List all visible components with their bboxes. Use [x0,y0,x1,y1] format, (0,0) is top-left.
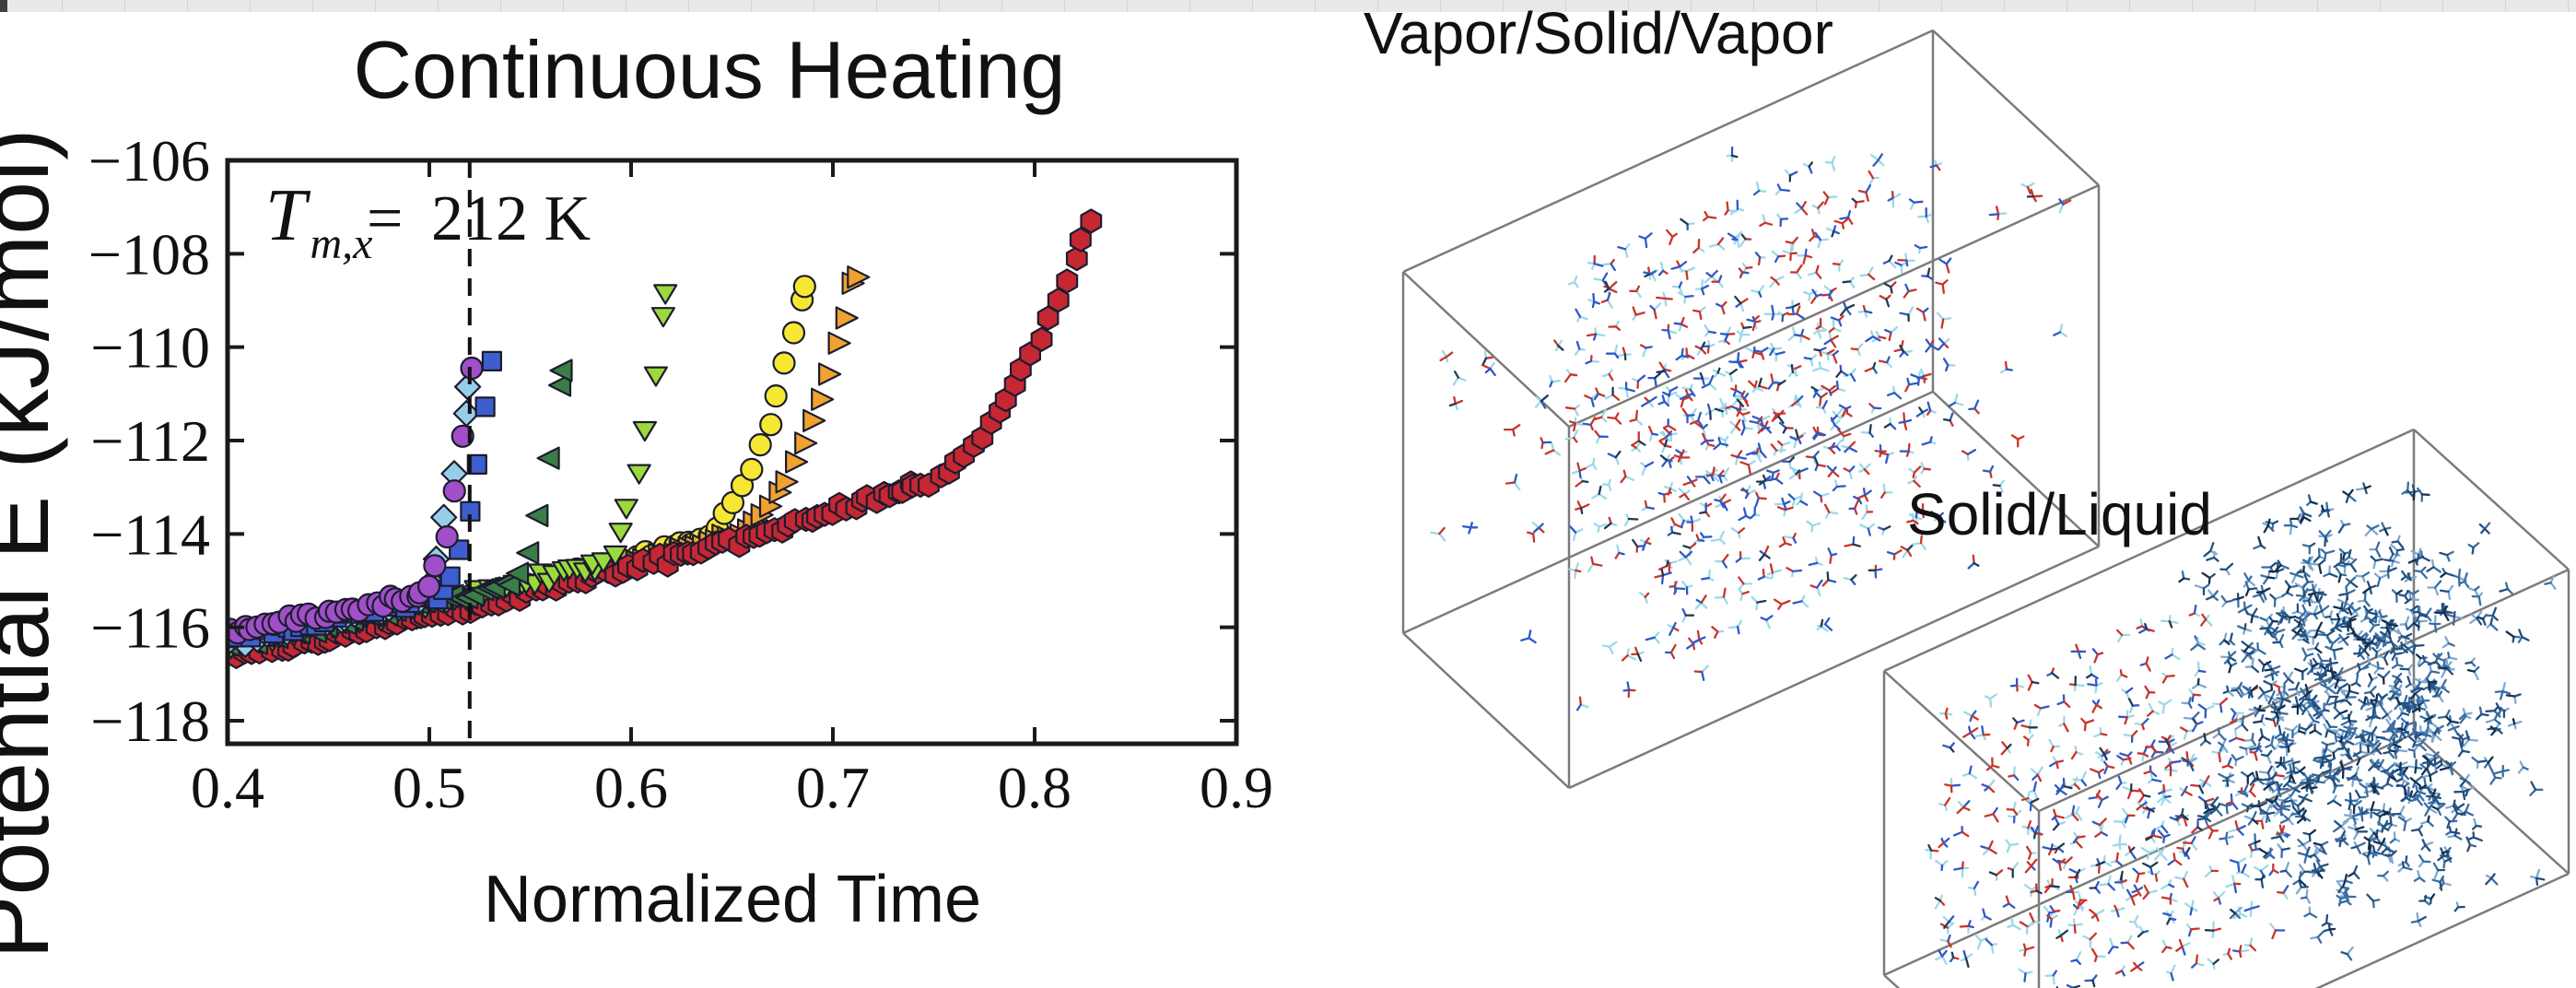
molecule-strokes [1430,154,2068,709]
data-point-marker [591,552,616,573]
data-point-marker [626,464,651,485]
data-point-marker [1047,288,1070,313]
data-point-marker [442,479,466,503]
data-point-marker [792,275,816,299]
molecule-strokes [1438,164,2072,706]
data-point-marker [650,307,676,328]
y-axis-label: Potential E (kJ/mol) [0,128,69,959]
x-axis-ticks: 0.4 0.5 0.6 0.7 0.8 0.9 [191,160,1273,820]
data-point-marker [772,351,796,375]
data-point-marker [497,573,521,597]
data-point-marker [614,499,638,520]
data-point-marker [784,450,809,474]
x-tick-label: 0.6 [594,755,668,820]
x-tick-label: 0.8 [998,755,1071,820]
heating-chart: 0.4 0.5 0.6 0.7 0.8 0.9−106−108−110−112−114−1… [0,24,1273,959]
molecule-strokes [2178,485,2516,931]
window-corner-mark [0,0,7,12]
x-tick-label: 0.9 [1200,755,1273,820]
simulation-box-wireframe [1401,29,2101,790]
data-point-marker [536,446,560,470]
data-point-marker [423,554,447,578]
data-point-marker [775,470,799,494]
data-point-marker [794,431,818,455]
data-point-marker [835,306,859,330]
x-tick-label: 0.4 [191,755,264,820]
y-axis-ticks: −106 −108 −110 −112 −114 −116 −118 [88,128,1236,754]
chart-title: Continuous Heating [354,24,1066,115]
y-tick-label: −114 [90,501,210,567]
data-point-marker [608,523,633,544]
data-point-marker [653,284,678,305]
data-point-marker [439,566,461,587]
data-point-marker [748,433,772,457]
data-point-marker [1065,246,1088,272]
data-point-marker [740,457,764,481]
data-point-marker [1056,268,1079,294]
annotation-value: 212 K [431,183,591,254]
axes-layer: 0.4 0.5 0.6 0.7 0.8 0.9−106−108−110−112−114−1… [88,128,1273,820]
data-point-marker [435,524,459,549]
scatter-series-orange-right-triangles [226,265,871,662]
x-tick-label: 0.5 [392,755,466,820]
window-top-strip [0,0,2576,12]
data-point-marker [417,574,441,598]
y-tick-label: −106 [88,128,210,194]
y-tick-label: −110 [90,315,210,381]
data-point-marker [811,387,835,411]
annotation-subscript: m,x [310,219,373,268]
data-point-marker [643,366,669,387]
molecule-strokes [2174,482,2546,956]
data-point-marker [817,362,842,386]
data-point-marker [481,350,503,371]
y-tick-label: −108 [88,221,210,287]
data-point-marker [1080,208,1103,234]
vapor-solid-vapor-box [1401,29,2101,790]
data-point-marker [759,413,783,437]
data-point-marker [505,561,530,585]
data-point-marker [802,408,826,432]
molecule-strokes [1927,620,2275,988]
data-point-marker [547,373,572,397]
md-snapshots: Vapor/Solid/Vapor Solid/Liquid [1364,0,2570,988]
scatter-series-layer [226,208,1103,670]
y-tick-label: −112 [90,408,210,474]
y-tick-label: −118 [90,688,210,754]
vapor-solid-vapor-label: Vapor/Solid/Vapor [1364,0,1833,66]
y-tick-label: −116 [90,595,210,661]
data-point-marker [454,373,482,401]
x-axis-label: Normalized Time [484,863,981,936]
data-point-marker [632,420,658,442]
data-point-marker [525,503,549,528]
data-point-marker [474,396,496,418]
molecule-strokes [1448,154,2035,663]
data-point-marker [781,321,806,345]
data-point-marker [827,331,851,355]
annotation-symbol: T [265,175,311,256]
data-point-marker [1069,227,1092,253]
scatter-series-purple-circles [226,356,484,645]
data-point-marker [549,359,573,382]
molecule-strokes [1929,612,2288,988]
solid-liquid-box [1882,428,2570,988]
melting-temperature-annotation: T m,x = 212 K [265,175,591,268]
data-point-marker [847,265,871,289]
annotation-equals: = [367,183,403,254]
data-point-marker [764,384,788,408]
data-point-marker [516,541,540,565]
molecule-strokes [1462,146,2065,712]
x-tick-label: 0.7 [796,755,870,820]
data-point-marker [460,356,484,381]
data-point-marker [603,545,628,567]
data-point-marker [1030,326,1053,352]
molecule-strokes [1925,612,2289,985]
solid-liquid-label: Solid/Liquid [1907,481,2212,547]
